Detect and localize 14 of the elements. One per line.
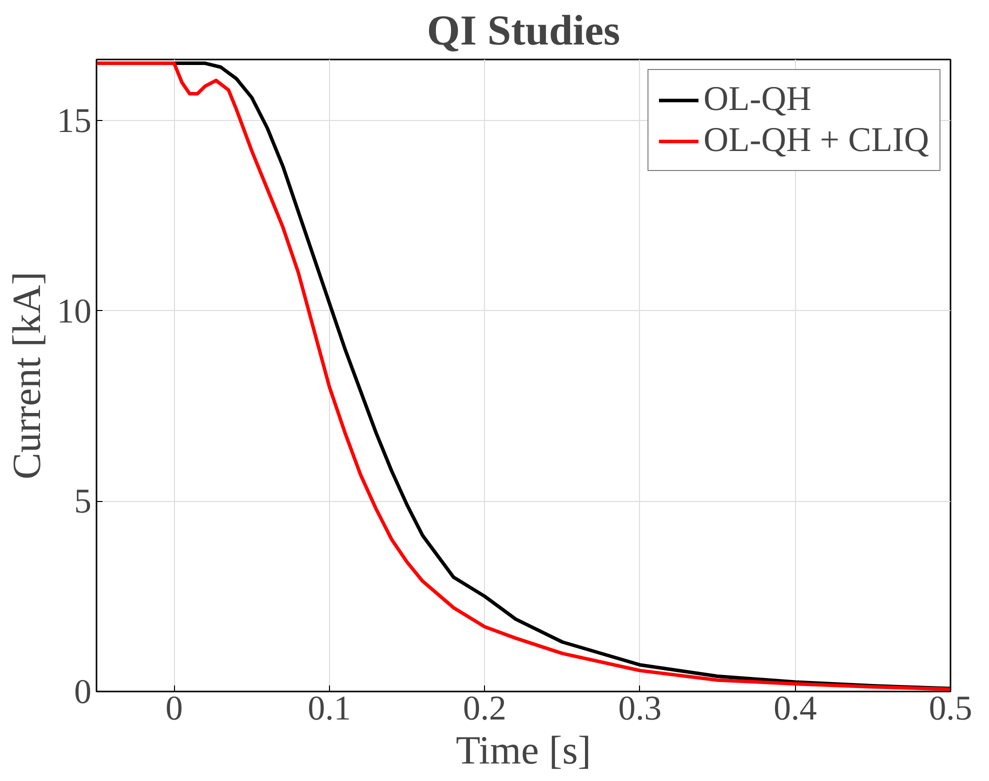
y-tick-label: 5 bbox=[74, 482, 92, 521]
x-tick-label: 0.5 bbox=[928, 690, 972, 728]
x-tick-label: 0.1 bbox=[308, 690, 352, 728]
x-tick-label: 0.2 bbox=[463, 690, 506, 728]
x-tick-label: 0 bbox=[165, 690, 183, 728]
x-axis-title: Time [s] bbox=[456, 728, 592, 772]
chart-title: QI Studies bbox=[426, 8, 620, 54]
legend-label: OL-QH bbox=[703, 80, 812, 119]
y-tick-label: 15 bbox=[56, 102, 92, 140]
legend-label: OL-QH + CLIQ bbox=[703, 121, 929, 160]
y-tick-label: 10 bbox=[56, 292, 92, 330]
x-tick-label: 0.3 bbox=[618, 690, 662, 728]
y-axis-title: Current [kA] bbox=[4, 272, 49, 480]
x-tick-label: 0.4 bbox=[774, 690, 817, 728]
